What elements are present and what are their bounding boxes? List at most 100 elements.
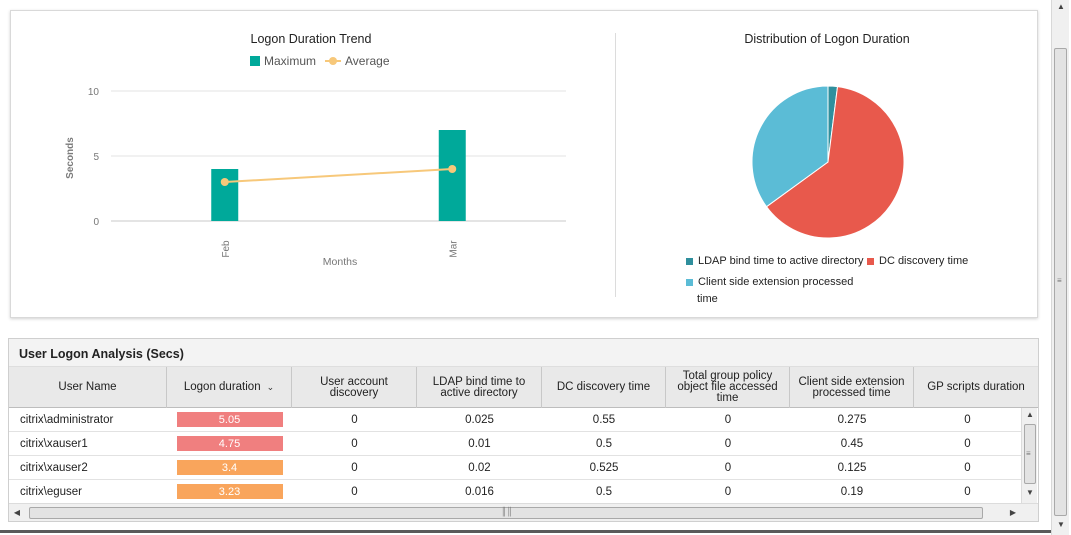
- page-scroll-up-icon[interactable]: ▲: [1057, 2, 1065, 11]
- ldap-legend-swatch: [686, 257, 693, 265]
- logon-duration-bar: 3.4: [176, 460, 283, 475]
- col-header-client-side-extension[interactable]: Client side extension processed time: [790, 367, 914, 408]
- col-label: DC discovery time: [556, 381, 651, 393]
- col-header-user-account-discovery[interactable]: User account discovery: [292, 367, 417, 408]
- table-row[interactable]: citrix\administrator 5.05 0 0.025 0.55 0 0.275…: [9, 408, 1021, 432]
- dc-legend-swatch: [867, 257, 874, 265]
- trend-legend: Maximum Average: [250, 54, 390, 68]
- cell-gp-scripts: 0: [964, 461, 971, 474]
- y-tick-label: 5: [93, 152, 99, 163]
- table-horizontal-scrollbar[interactable]: ◀ ║║ ▶: [9, 503, 1038, 521]
- vscroll-grip-icon: ≡: [1026, 449, 1031, 458]
- cell-gpo-file-accessed: 0: [724, 413, 732, 426]
- trend-chart-title: Logon Duration Trend: [250, 32, 372, 46]
- col-label: LDAP bind time to active directory: [432, 375, 526, 399]
- col-header-ldap-bind[interactable]: LDAP bind time to active directory: [417, 367, 542, 408]
- cell-logon-duration: 3.23: [167, 480, 292, 503]
- average-legend-label[interactable]: Average: [345, 54, 390, 68]
- scroll-left-icon[interactable]: ◀: [13, 508, 21, 517]
- logon-duration-bar: 5.05: [176, 412, 283, 427]
- col-label: Client side extension processed time: [798, 375, 905, 399]
- cell-user-name: citrix\administrator: [20, 413, 114, 426]
- col-header-logon-duration[interactable]: Logon duration ⌄: [167, 367, 292, 408]
- sort-descending-icon[interactable]: ⌄: [266, 382, 275, 392]
- pie-legend-dc[interactable]: DC discovery time: [867, 255, 968, 267]
- client-legend-label-line1: Client side extension processed: [698, 276, 854, 288]
- y-tick-label: 10: [88, 87, 100, 98]
- trend-y-ticks: 0 5 10: [88, 87, 100, 228]
- maximum-bar-mar[interactable]: [438, 130, 466, 221]
- maximum-bar-feb[interactable]: [211, 169, 239, 221]
- table-row[interactable]: citrix\xauser2 3.4 0 0.02 0.525 0 0.125 0: [9, 456, 1021, 480]
- cell-gp-scripts: 0: [964, 437, 971, 450]
- trend-chart: 0 5 10 Feb Mar Seconds Months: [65, 87, 566, 268]
- pie-legend-client[interactable]: Client side extension processed: [686, 276, 853, 288]
- page-vertical-scrollbar[interactable]: ▲ ≡ ▼: [1051, 0, 1069, 535]
- col-header-gpo-file-accessed[interactable]: Total group policy object file accessed …: [666, 367, 790, 408]
- cell-logon-duration: 5.05: [167, 408, 292, 431]
- maximum-legend-swatch: [250, 56, 260, 66]
- col-label: Logon duration: [183, 381, 261, 393]
- trend-gridlines: [111, 90, 566, 222]
- cell-ldap-bind: 0.016: [465, 485, 494, 498]
- cell-user-name: citrix\eguser: [20, 485, 82, 498]
- scroll-down-icon[interactable]: ▼: [1026, 488, 1034, 497]
- cell-dc-discovery: 0.5: [596, 485, 612, 498]
- col-header-gp-scripts[interactable]: GP scripts duration: [914, 367, 1038, 408]
- cell-client-side-extension: 0.45: [840, 437, 864, 450]
- pie-slice-dc-discovery[interactable]: [765, 86, 905, 239]
- scroll-right-icon[interactable]: ▶: [1009, 508, 1017, 517]
- col-label: User account discovery: [320, 375, 388, 399]
- pie-legend-ldap[interactable]: LDAP bind time to active directory: [686, 255, 863, 267]
- col-header-dc-discovery[interactable]: DC discovery time: [542, 367, 666, 408]
- user-logon-table-panel: User Logon Analysis (Secs) User Name Log…: [8, 338, 1039, 522]
- cell-user-account-discovery: 0: [351, 461, 358, 474]
- pie-chart: [751, 85, 905, 239]
- cell-user-account-discovery: 0: [351, 437, 358, 450]
- cell-client-side-extension: 0.125: [837, 461, 867, 474]
- trend-bars: [211, 130, 466, 221]
- table-hscroll-thumb[interactable]: [29, 507, 983, 519]
- cell-dc-discovery: 0.525: [589, 461, 619, 474]
- page-scroll-thumb[interactable]: [1054, 48, 1067, 516]
- dc-legend-label: DC discovery time: [879, 255, 969, 267]
- page-scroll-down-icon[interactable]: ▼: [1057, 520, 1065, 529]
- cell-gpo-file-accessed: 0: [724, 437, 732, 450]
- maximum-legend-label[interactable]: Maximum: [264, 54, 317, 68]
- table-row[interactable]: citrix\xauser1 4.75 0 0.01 0.5 0 0.45 0: [9, 432, 1021, 456]
- x-tick-label: Mar: [448, 240, 459, 258]
- cell-user-account-discovery: 0: [351, 485, 358, 498]
- cell-ldap-bind: 0.02: [468, 461, 491, 474]
- trend-average-line: [220, 165, 457, 186]
- ldap-legend-label: LDAP bind time to active directory: [698, 255, 864, 267]
- logon-duration-bar: 4.75: [176, 436, 283, 451]
- table-header: User Name Logon duration ⌄ User account d…: [9, 367, 1038, 408]
- pie-slice-client-side-extension[interactable]: [751, 85, 829, 208]
- col-header-user-name[interactable]: User Name: [9, 367, 167, 408]
- average-series-line: [224, 168, 453, 183]
- cell-client-side-extension: 0.275: [837, 413, 867, 426]
- y-tick-label: 0: [93, 217, 99, 228]
- cell-gp-scripts: 0: [964, 485, 971, 498]
- table-vertical-scrollbar[interactable]: ▲ ≡ ▼: [1021, 408, 1037, 503]
- cell-gpo-file-accessed: 0: [724, 461, 732, 474]
- cell-gp-scripts: 0: [964, 413, 971, 426]
- trend-y-axis-label: Seconds: [65, 137, 76, 179]
- scroll-up-icon[interactable]: ▲: [1026, 410, 1034, 419]
- cell-user-account-discovery: 0: [351, 413, 358, 426]
- average-point-mar[interactable]: [448, 165, 457, 173]
- trend-x-axis-label: Months: [323, 256, 357, 268]
- table-row[interactable]: citrix\eguser 3.23 0 0.016 0.5 0 0.19 0: [9, 480, 1021, 504]
- logon-duration-bar: 3.23: [176, 484, 283, 499]
- hscroll-grip-icon: ║║: [501, 507, 513, 516]
- col-label: User Name: [58, 381, 117, 393]
- client-legend-swatch: [686, 278, 693, 286]
- pie-chart-title: Distribution of Logon Duration: [744, 32, 910, 46]
- page-scroll-grip-icon: ≡: [1057, 276, 1062, 285]
- table-vscroll-thumb[interactable]: [1024, 424, 1036, 484]
- average-point-feb[interactable]: [220, 178, 229, 186]
- trend-x-ticks: Feb Mar: [221, 240, 460, 258]
- chart-panel: Logon Duration Trend Maximum Average 0 5 1…: [10, 10, 1038, 318]
- cell-dc-discovery: 0.5: [596, 437, 612, 450]
